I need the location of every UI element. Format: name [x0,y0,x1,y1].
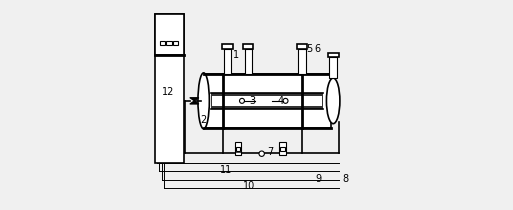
Bar [243,44,253,49]
Text: 11: 11 [220,165,232,175]
Bar [279,142,286,155]
Bar [166,41,171,45]
Text: 7: 7 [267,147,273,157]
Circle shape [240,98,245,103]
Text: 1: 1 [233,50,239,60]
Polygon shape [190,101,199,104]
Bar [280,147,285,151]
Bar [329,57,337,78]
Polygon shape [190,98,199,101]
Circle shape [283,98,288,103]
Bar [212,96,322,106]
Text: 4: 4 [277,96,283,106]
Text: 6: 6 [314,44,321,54]
Circle shape [259,151,264,156]
Text: 5: 5 [306,44,312,54]
Text: 3: 3 [249,96,255,106]
Bar [211,93,323,109]
Bar [235,147,240,151]
Bar [297,44,307,49]
Bar [173,41,179,45]
Text: 2: 2 [201,114,207,125]
Bar [299,49,306,74]
Bar [245,49,252,74]
Text: 10: 10 [243,181,255,191]
Bar [155,14,184,163]
Text: 8: 8 [342,173,348,184]
Bar [155,14,184,55]
Bar [204,74,331,128]
Text: 9: 9 [315,173,322,184]
Bar [160,41,165,45]
Ellipse shape [326,78,340,124]
Ellipse shape [198,73,209,129]
Bar [328,53,339,57]
Bar [224,49,231,74]
Bar [234,142,241,155]
Text: 12: 12 [162,87,174,97]
Bar [222,44,233,49]
